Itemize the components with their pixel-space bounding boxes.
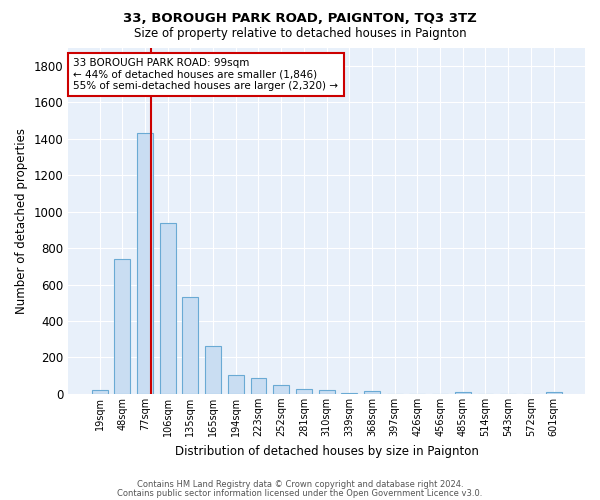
Bar bbox=[228, 375, 244, 394]
Bar bbox=[115, 259, 130, 394]
Bar bbox=[319, 390, 335, 394]
Bar bbox=[364, 391, 380, 394]
Text: 33 BOROUGH PARK ROAD: 99sqm
← 44% of detached houses are smaller (1,846)
55% of : 33 BOROUGH PARK ROAD: 99sqm ← 44% of det… bbox=[73, 58, 338, 91]
Text: Contains HM Land Registry data © Crown copyright and database right 2024.: Contains HM Land Registry data © Crown c… bbox=[137, 480, 463, 489]
Y-axis label: Number of detached properties: Number of detached properties bbox=[15, 128, 28, 314]
Bar bbox=[273, 386, 289, 394]
Bar bbox=[137, 133, 153, 394]
Bar bbox=[455, 392, 471, 394]
Bar bbox=[341, 393, 357, 394]
Text: Size of property relative to detached houses in Paignton: Size of property relative to detached ho… bbox=[134, 28, 466, 40]
Bar bbox=[160, 224, 176, 394]
Bar bbox=[205, 346, 221, 394]
Text: Contains public sector information licensed under the Open Government Licence v3: Contains public sector information licen… bbox=[118, 489, 482, 498]
Text: 33, BOROUGH PARK ROAD, PAIGNTON, TQ3 3TZ: 33, BOROUGH PARK ROAD, PAIGNTON, TQ3 3TZ bbox=[123, 12, 477, 26]
Bar bbox=[296, 389, 312, 394]
Bar bbox=[545, 392, 562, 394]
Bar bbox=[182, 298, 199, 394]
X-axis label: Distribution of detached houses by size in Paignton: Distribution of detached houses by size … bbox=[175, 444, 479, 458]
Bar bbox=[251, 378, 266, 394]
Bar bbox=[92, 390, 107, 394]
